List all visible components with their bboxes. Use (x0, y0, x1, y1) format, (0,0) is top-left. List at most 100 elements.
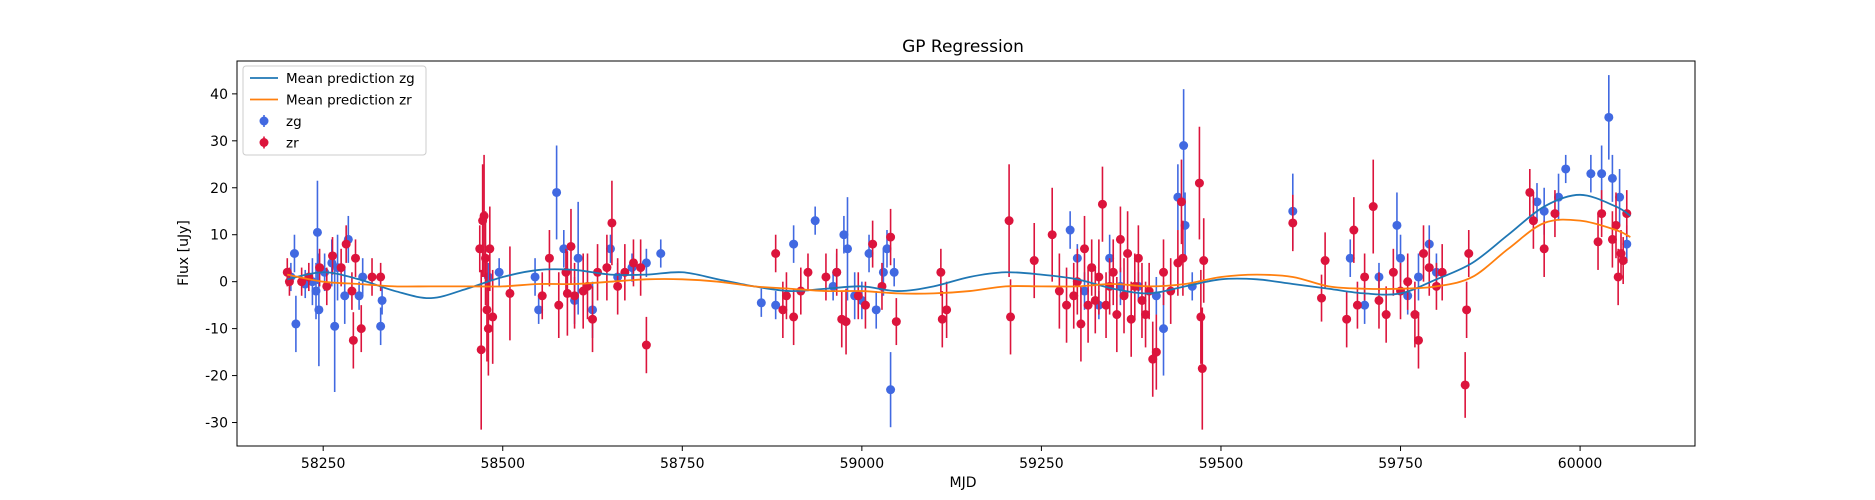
data-point-zg (882, 244, 892, 254)
data-point-zg (756, 298, 766, 308)
data-point-zg (330, 321, 340, 331)
data-point-zg (771, 300, 781, 310)
data-point-zr (1320, 256, 1330, 266)
data-point-zr (1288, 218, 1298, 228)
data-point-zg (1360, 300, 1370, 310)
data-point-zr (1151, 347, 1161, 357)
data-point-zg (1159, 324, 1169, 334)
data-point-zr (1410, 310, 1420, 320)
data-point-zr (868, 239, 878, 249)
x-tick-label: 58500 (480, 456, 525, 472)
data-point-zr (778, 305, 788, 315)
plot-content (282, 75, 1632, 430)
data-point-zr (1525, 187, 1535, 197)
data-point-zg (377, 295, 387, 305)
data-point-zr (1087, 263, 1097, 273)
data-point-zr (505, 288, 515, 298)
data-point-zr (886, 232, 896, 242)
legend-label: Mean prediction zr (286, 93, 412, 109)
data-point-zr (936, 267, 946, 277)
data-point-zr (544, 253, 554, 263)
data-point-zr (1054, 286, 1064, 296)
data-point-zr (1462, 305, 1472, 315)
data-point-zg (1622, 239, 1632, 249)
x-tick-label: 59250 (1019, 456, 1064, 472)
data-point-zr (937, 314, 947, 324)
data-point-zg (1179, 141, 1189, 151)
plot-area: 58250 58500 58750 59000 59250 59500 59750 60000… (205, 60, 1696, 472)
data-point-zg (1532, 197, 1542, 207)
data-point-zr (588, 314, 598, 324)
x-tick-label: 59750 (1378, 456, 1423, 472)
data-point-zr (1080, 244, 1090, 254)
data-point-zr (1550, 209, 1560, 219)
data-point-zr (322, 281, 332, 291)
legend-box (242, 65, 427, 156)
x-tick-label: 58750 (660, 456, 705, 472)
data-point-zg (1604, 112, 1614, 122)
data-point-zr (566, 241, 576, 251)
data-point-zr (328, 251, 338, 261)
x-tick-label: 59500 (1199, 456, 1244, 472)
data-point-zr (570, 291, 580, 301)
data-point-zr (485, 244, 495, 254)
data-point-zr (1597, 209, 1607, 219)
data-point-zr (482, 305, 492, 315)
data-point-zg (291, 319, 301, 329)
data-point-zr (1360, 272, 1370, 282)
data-point-zr (1349, 225, 1359, 235)
data-point-zr (891, 317, 901, 327)
data-point-zr (803, 267, 813, 277)
data-point-zr (1178, 253, 1188, 263)
data-point-zr (1199, 256, 1209, 266)
data-point-zr (1197, 364, 1207, 374)
data-point-zr (1593, 237, 1603, 247)
data-point-zg (605, 244, 615, 254)
data-point-zr (336, 263, 346, 273)
legend-marker-swatch (259, 138, 269, 147)
data-point-zr (613, 281, 623, 291)
data-point-zr (483, 324, 493, 334)
data-point-zr (1403, 277, 1413, 287)
data-point-zg (1607, 173, 1617, 183)
data-point-zr (1317, 293, 1327, 303)
data-point-zr (1460, 380, 1470, 390)
data-point-zr (1388, 267, 1398, 277)
data-point-zg (1615, 192, 1625, 202)
data-point-zg (534, 305, 544, 315)
y-tick-label: 0 (219, 275, 228, 291)
data-point-zr (1611, 220, 1621, 230)
data-point-zr (297, 277, 307, 287)
data-point-zr (367, 272, 377, 282)
data-point-zr (351, 253, 361, 263)
data-point-zr (562, 288, 572, 298)
data-point-zr (1137, 295, 1147, 305)
data-point-zr (348, 335, 358, 345)
data-point-zg (842, 244, 852, 254)
data-point-zr (1437, 267, 1447, 277)
data-point-zr (1094, 272, 1104, 282)
data-point-zg (340, 291, 350, 301)
y-tick-label: -30 (205, 416, 228, 432)
x-axis-label: MJD (950, 475, 977, 491)
data-point-zg (494, 267, 504, 277)
data-point-zr (1047, 230, 1057, 240)
data-point-zg (552, 187, 562, 197)
data-point-zr (841, 317, 851, 327)
data-point-zg (573, 253, 583, 263)
data-point-zr (479, 211, 489, 221)
data-point-zr (1607, 234, 1617, 244)
y-axis-label: Flux [uJy] (176, 220, 192, 286)
data-point-zg (289, 249, 299, 258)
data-point-zg (1345, 253, 1355, 263)
data-point-zr (1159, 267, 1169, 277)
series-zr (282, 126, 1632, 430)
x-tick-label: 60000 (1558, 456, 1603, 472)
data-point-zr (1097, 199, 1107, 209)
y-tick-label: 10 (210, 228, 228, 244)
data-point-zg (1539, 206, 1549, 216)
data-point-zg (1396, 253, 1406, 263)
data-point-zg (886, 385, 896, 395)
data-point-zr (1126, 314, 1136, 324)
